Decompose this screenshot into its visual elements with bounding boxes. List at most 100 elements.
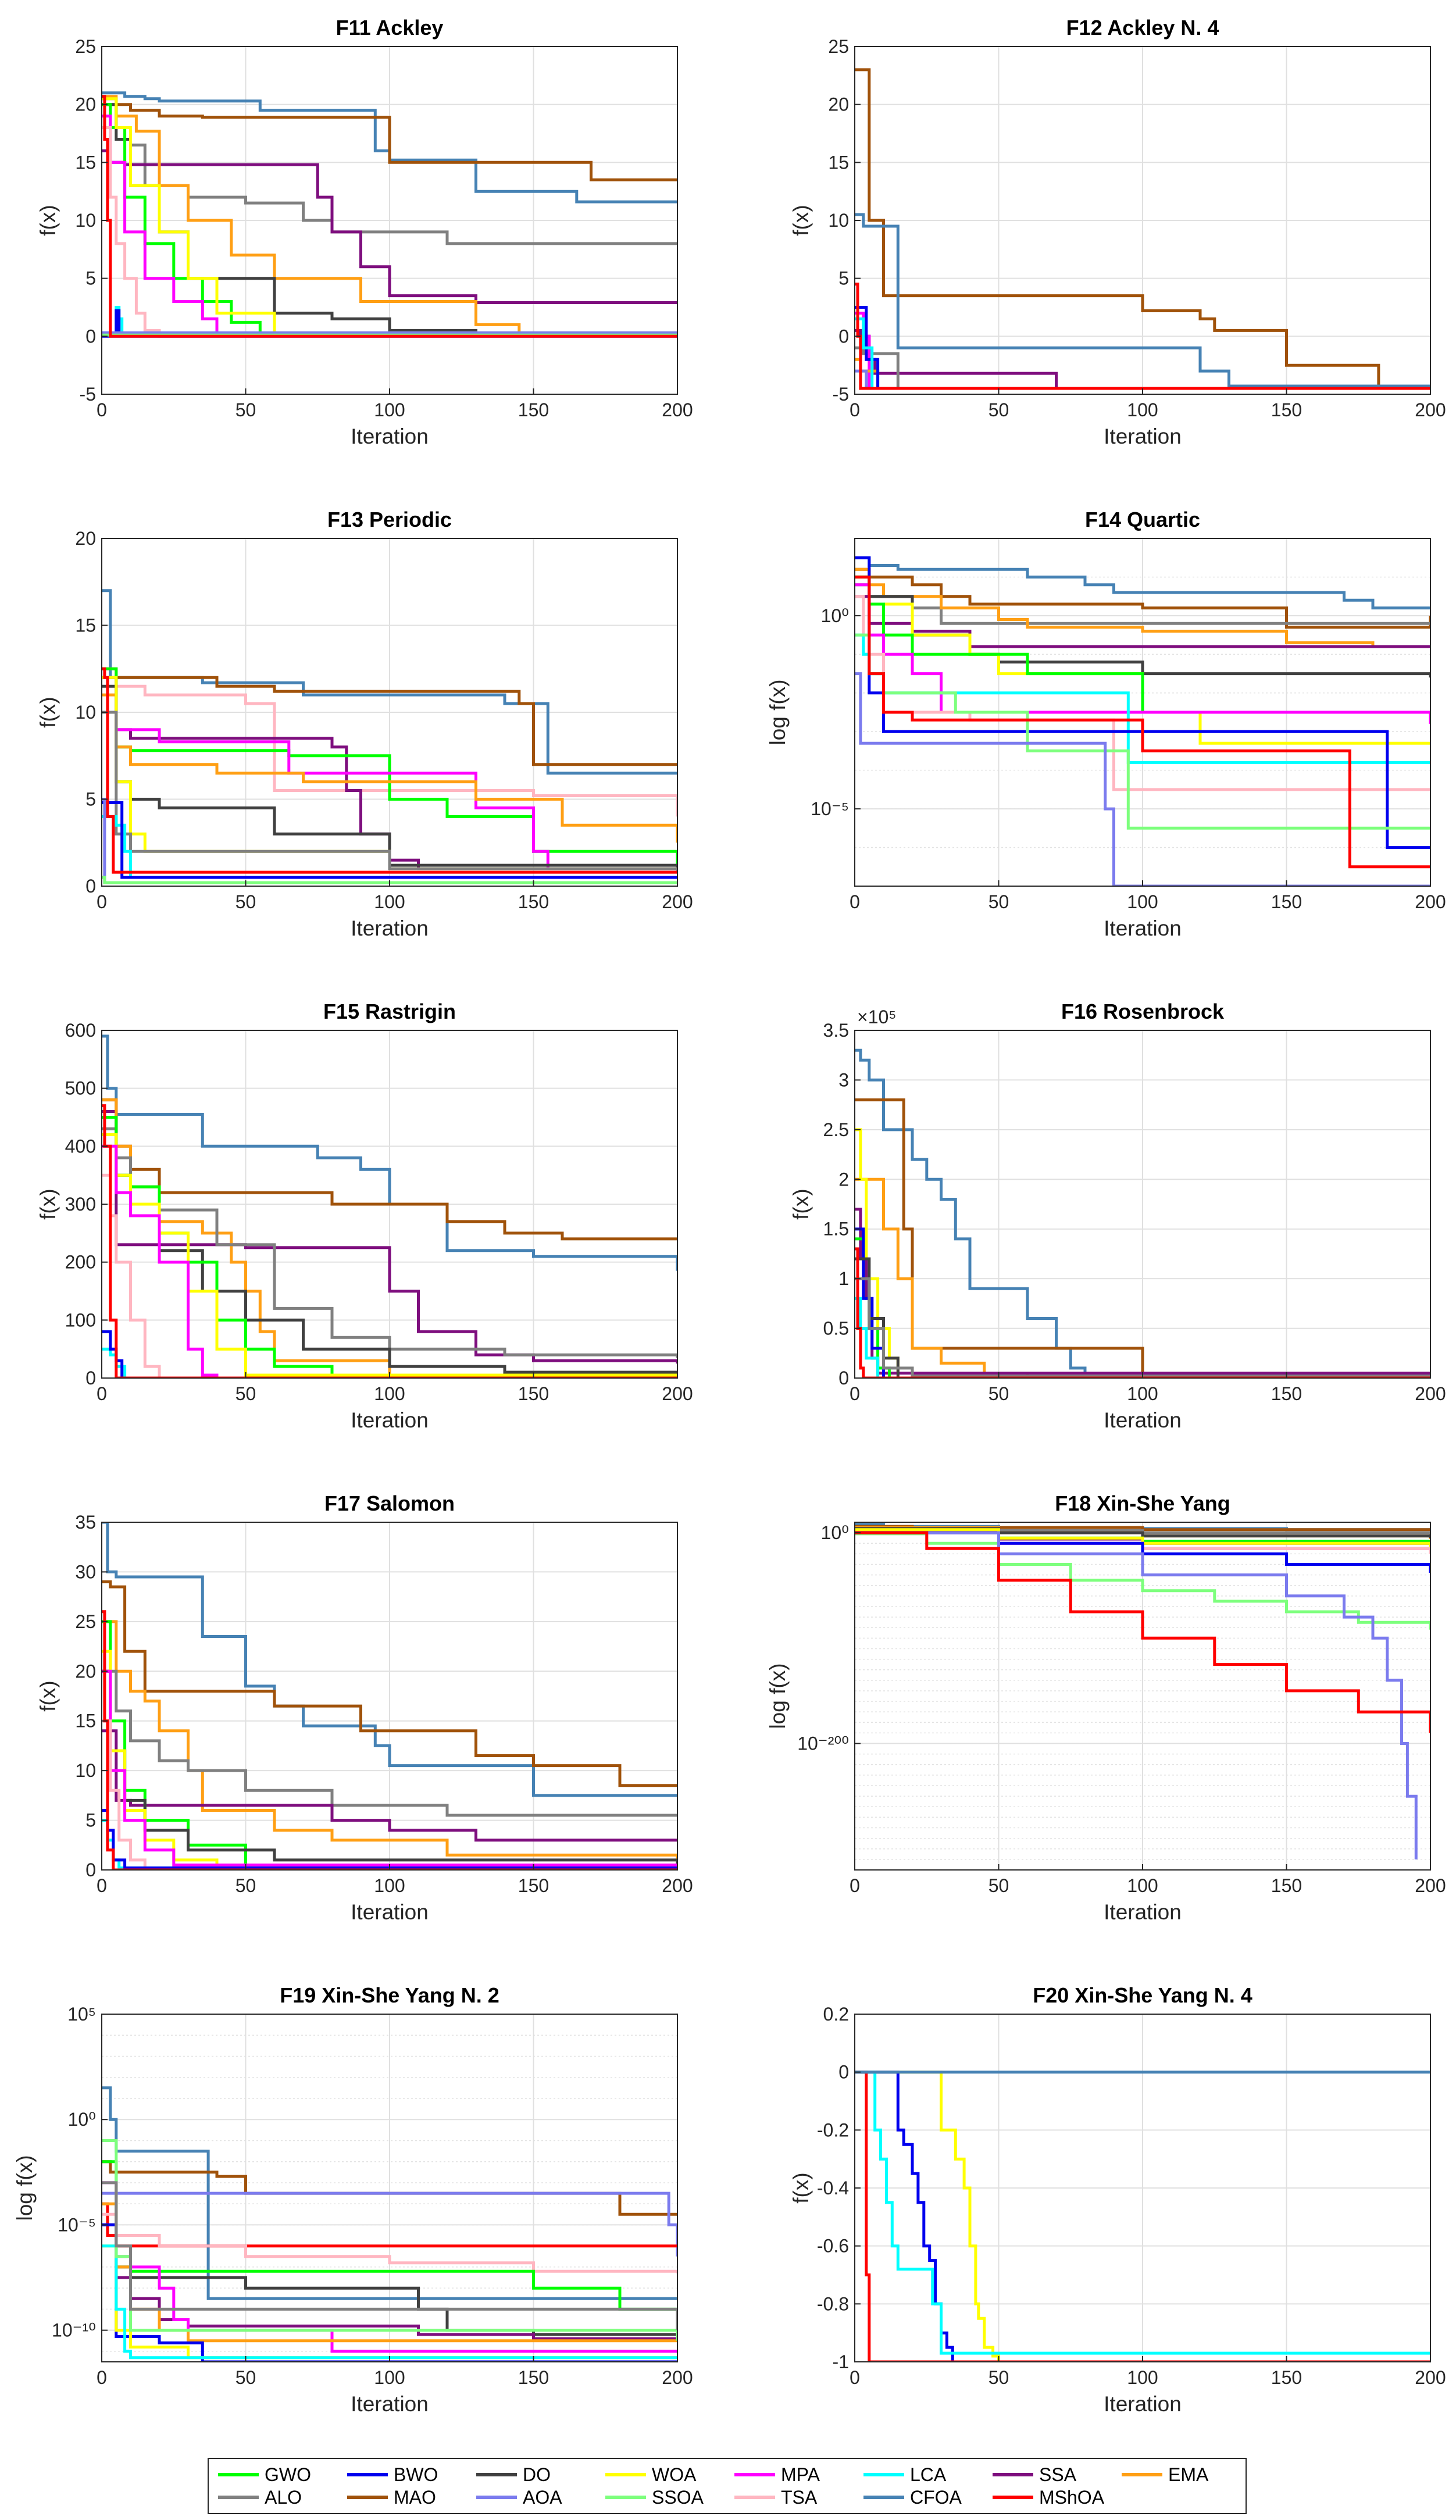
y-tick-label: 25: [75, 1611, 96, 1632]
x-tick-label: 200: [1415, 2367, 1446, 2388]
y-tick-label: 5: [838, 268, 849, 289]
x-tick-label: 150: [518, 891, 549, 912]
y-tick-label: 200: [65, 1252, 96, 1273]
y-axis-label: f(x): [36, 205, 60, 235]
chart-f20-xin-she-yang-n-4: 0 50 100 150 200 -1 -0.8 -0.6 -0.4 -0.2 0 0.2 F20 Xi…: [789, 1983, 1446, 2416]
series-line-aoa: [855, 1531, 1418, 1859]
series-line-woa: [102, 97, 677, 337]
y-tick-label: 15: [828, 152, 849, 173]
y-tick-label: 0: [838, 326, 849, 347]
series-line-mpa: [102, 1144, 677, 1378]
y-tick-label: 10⁻⁵: [58, 2214, 96, 2235]
y-tick-label: 0: [85, 876, 96, 897]
y-tick-label: 10: [75, 702, 96, 723]
legend-label: MPA: [781, 2464, 820, 2485]
series-line-alo: [855, 1277, 1430, 1378]
legend-entry-ema: EMA: [1122, 2464, 1209, 2485]
series-group: [102, 1522, 677, 1870]
x-axis-label: Iteration: [351, 424, 429, 448]
series-line-cfoa: [855, 556, 1430, 610]
y-tick-label: 35: [75, 1512, 96, 1533]
y-tick-label: 0: [85, 326, 96, 347]
series-line-alo: [102, 1669, 677, 1817]
y-axis-label: f(x): [36, 697, 60, 727]
y-tick-label: 1: [838, 1268, 849, 1289]
x-tick-label: 200: [662, 2367, 693, 2388]
x-tick-label: 200: [1415, 399, 1446, 420]
legend-entry-gwo: GWO: [218, 2464, 311, 2485]
y-tick-label: 1.5: [823, 1219, 849, 1240]
chart-title: F16 Rosenbrock: [1061, 1000, 1225, 1023]
series-group: [102, 2086, 677, 2362]
legend-entry-cfoa: CFOA: [863, 2487, 962, 2508]
series-line-mao: [855, 567, 1430, 629]
series-line-bwo: [855, 1227, 1430, 1378]
chart-title: F18 Xin-She Yang: [1055, 1491, 1230, 1515]
x-tick-label: 200: [1415, 1875, 1446, 1896]
chart-f17-salomon: 0 50 100 150 200 0 5 10 15 20 25 30 35 F17 Salomon Ite…: [36, 1491, 693, 1924]
series-line-ssa: [102, 1729, 677, 1842]
series-group: [855, 556, 1430, 886]
y-tick-label: 20: [75, 94, 96, 115]
y-tick-label: 0.2: [823, 2004, 849, 2025]
chart-title: F14 Quartic: [1085, 508, 1200, 531]
series-line-ema: [102, 693, 677, 843]
series-line-cfoa: [102, 91, 677, 204]
y-tick-label: 600: [65, 1020, 96, 1041]
y-tick-label: 3.5: [823, 1020, 849, 1041]
y-tick-label: 25: [828, 36, 849, 57]
y-tick-label: 2: [838, 1169, 849, 1190]
y-tick-label: 10⁻¹⁰: [52, 2320, 96, 2341]
x-axis-label: Iteration: [351, 2392, 429, 2416]
x-tick-label: 50: [988, 1875, 1009, 1896]
y-tick-label: -0.6: [817, 2236, 849, 2257]
series-line-tsa: [102, 126, 677, 338]
legend-label: DO: [523, 2464, 551, 2485]
x-tick-label: 0: [850, 891, 860, 912]
series-line-lca: [855, 1297, 1430, 1378]
y-axis-label: f(x): [789, 1188, 813, 1219]
legend-entry-tsa: TSA: [734, 2487, 818, 2508]
x-tick-label: 200: [662, 399, 693, 420]
x-tick-label: 100: [374, 1875, 405, 1896]
series-line-ssa: [102, 1110, 677, 1364]
legend-label: AOA: [523, 2487, 562, 2508]
legend-label: SSOA: [652, 2487, 704, 2508]
x-tick-label: 150: [518, 1383, 549, 1404]
series-line-ssoa: [102, 876, 677, 884]
y-tick-label: 2.5: [823, 1119, 849, 1140]
x-tick-label: 100: [374, 2367, 405, 2388]
series-line-aoa: [855, 672, 1430, 886]
y-tick-label: 3: [838, 1069, 849, 1090]
x-tick-label: 0: [97, 1875, 107, 1896]
y-axis-label: log f(x): [766, 1663, 790, 1729]
legend-label: ALO: [265, 2487, 302, 2508]
x-axis-label: Iteration: [1104, 916, 1182, 940]
y-tick-label: 15: [75, 1711, 96, 1732]
series-line-lca: [855, 2071, 1430, 2355]
x-tick-label: 50: [988, 399, 1009, 420]
y-tick-label: 10: [75, 1760, 96, 1781]
series-line-mshoa: [855, 575, 1430, 869]
x-tick-label: 0: [97, 891, 107, 912]
x-tick-label: 100: [1127, 399, 1158, 420]
series-line-cfoa: [855, 213, 1430, 388]
series-line-mao: [855, 68, 1430, 390]
series-line-cfoa: [855, 1048, 1430, 1377]
series-line-mao: [102, 1580, 677, 1787]
series-group: [855, 1523, 1430, 1859]
x-tick-label: 150: [1271, 891, 1302, 912]
series-line-cfoa: [102, 2086, 677, 2300]
chart-f13-periodic: 0 50 100 150 200 0 5 10 15 20 F13 Periodic Iteratio…: [36, 508, 693, 940]
x-tick-label: 0: [850, 399, 860, 420]
y-tick-label: 10: [75, 210, 96, 231]
x-tick-label: 50: [988, 891, 1009, 912]
legend-label: MAO: [394, 2487, 436, 2508]
x-tick-label: 150: [1271, 2367, 1302, 2388]
legend-label: GWO: [265, 2464, 311, 2485]
x-tick-label: 0: [97, 2367, 107, 2388]
y-axis-label: f(x): [36, 1680, 60, 1711]
x-tick-label: 150: [1271, 1875, 1302, 1896]
